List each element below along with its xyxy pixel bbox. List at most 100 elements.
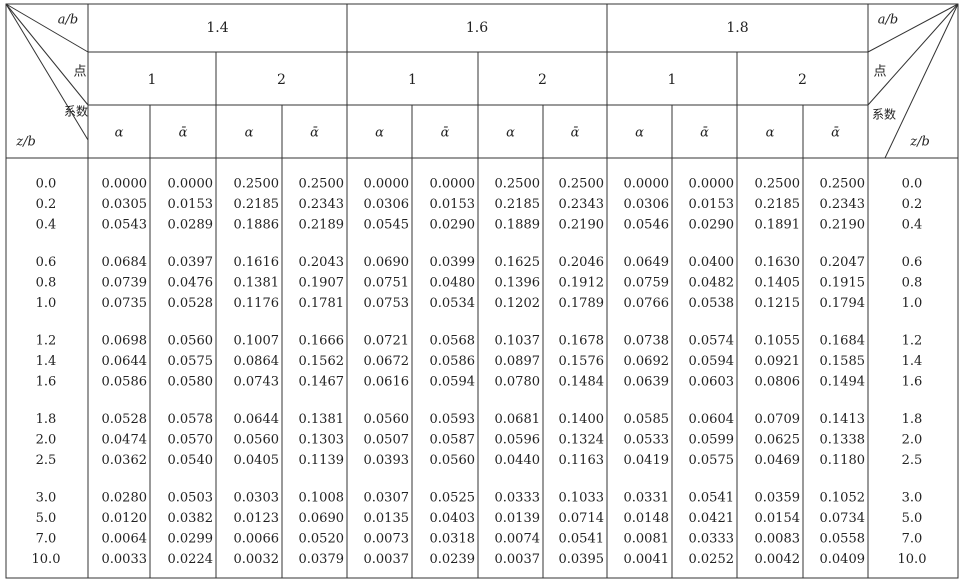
corner-label: 点	[873, 65, 886, 80]
cell-value: 0.0574	[689, 334, 735, 349]
cell-value: 0.1484	[559, 375, 605, 390]
cell-value: 0.1467	[299, 375, 345, 390]
depth-label: 0.4	[36, 218, 57, 233]
depth-label: 1.0	[902, 296, 923, 311]
depth-label: 0.0	[902, 177, 923, 192]
coefficient-label: ᾱ	[831, 126, 840, 141]
coefficient-label: ᾱ	[310, 126, 319, 141]
cell-value: 0.1037	[495, 334, 541, 349]
cell-value: 0.0000	[624, 177, 670, 192]
cell-value: 0.2343	[559, 197, 605, 212]
cell-value: 0.1630	[755, 255, 801, 270]
cell-value: 0.1008	[299, 491, 345, 506]
cell-value: 0.2343	[299, 197, 345, 212]
cell-value: 0.0379	[299, 552, 345, 567]
depth-label: 3.0	[36, 491, 57, 506]
cell-value: 0.0469	[755, 453, 801, 468]
cell-value: 0.0603	[689, 375, 735, 390]
depth-label: 0.2	[902, 197, 923, 212]
depth-label: 3.0	[902, 491, 923, 506]
cell-value: 0.0362	[102, 453, 148, 468]
cell-value: 0.0599	[689, 433, 735, 448]
cell-value: 0.0042	[755, 552, 801, 567]
cell-value: 0.0139	[495, 511, 541, 526]
cell-value: 0.0625	[755, 433, 801, 448]
cell-value: 0.0533	[624, 433, 670, 448]
cell-value: 0.0594	[689, 354, 735, 369]
cell-value: 0.0739	[102, 276, 148, 291]
cell-value: 0.0120	[102, 511, 148, 526]
cell-value: 0.0000	[102, 177, 148, 192]
coefficient-label: ᾱ	[441, 126, 450, 141]
cell-value: 0.0560	[234, 433, 280, 448]
cell-value: 0.0644	[102, 354, 148, 369]
cell-value: 0.0690	[299, 511, 345, 526]
cell-value: 0.2043	[299, 255, 345, 270]
cell-value: 0.0560	[364, 412, 410, 427]
group-label: 1.6	[466, 20, 488, 36]
cell-value: 0.1794	[820, 296, 866, 311]
cell-value: 0.1303	[299, 433, 345, 448]
cell-value: 0.0538	[689, 296, 735, 311]
depth-label: 1.6	[902, 375, 923, 390]
cell-value: 0.0507	[364, 433, 410, 448]
cell-value: 0.0419	[624, 453, 670, 468]
cell-value: 0.0692	[624, 354, 670, 369]
corner-label: 系数	[872, 107, 896, 122]
cell-value: 0.0616	[364, 375, 410, 390]
cell-value: 0.2343	[820, 197, 866, 212]
cell-value: 0.0560	[430, 453, 476, 468]
point-label: 2	[538, 72, 547, 88]
cell-value: 0.0041	[624, 552, 670, 567]
cell-value: 0.0751	[364, 276, 410, 291]
depth-label: 10.0	[898, 552, 927, 567]
depth-label: 1.8	[902, 412, 923, 427]
depth-label: 0.6	[902, 255, 923, 270]
depth-label: 2.5	[36, 453, 57, 468]
cell-value: 0.0307	[364, 491, 410, 506]
cell-value: 0.0743	[234, 375, 280, 390]
cell-value: 0.0331	[624, 491, 670, 506]
cell-value: 0.0568	[430, 334, 476, 349]
corner-label: a/b	[878, 13, 898, 28]
cell-value: 0.0153	[430, 197, 476, 212]
depth-label: 0.0	[36, 177, 57, 192]
cell-value: 0.0000	[430, 177, 476, 192]
cell-value: 0.0289	[168, 218, 214, 233]
cell-value: 0.0474	[102, 433, 148, 448]
cell-value: 0.0897	[495, 354, 541, 369]
cell-value: 0.0585	[624, 412, 670, 427]
cell-value: 0.1324	[559, 433, 605, 448]
cell-value: 0.0593	[430, 412, 476, 427]
coefficient-label: α	[766, 126, 775, 141]
cell-value: 0.0734	[820, 511, 866, 526]
depth-label: 1.0	[36, 296, 57, 311]
cell-value: 0.0560	[168, 334, 214, 349]
cell-value: 0.2047	[820, 255, 866, 270]
cell-value: 0.1176	[234, 296, 280, 311]
cell-value: 0.1912	[559, 276, 605, 291]
cell-value: 0.1405	[755, 276, 801, 291]
cell-value: 0.0395	[559, 552, 605, 567]
coefficient-label: α	[635, 126, 644, 141]
cell-value: 0.0033	[102, 552, 148, 567]
point-label: 1	[408, 72, 417, 88]
cell-value: 0.0594	[430, 375, 476, 390]
cell-value: 0.1180	[820, 453, 866, 468]
cell-value: 0.1381	[234, 276, 280, 291]
cell-value: 0.0578	[168, 412, 214, 427]
cell-value: 0.0359	[755, 491, 801, 506]
corner-label: a/b	[58, 13, 78, 28]
cell-value: 0.0806	[755, 375, 801, 390]
cell-value: 0.1396	[495, 276, 541, 291]
cell-value: 0.0714	[559, 511, 605, 526]
cell-value: 0.1616	[234, 255, 280, 270]
diagonal	[867, 3, 959, 53]
cell-value: 0.0575	[689, 453, 735, 468]
cell-value: 0.0681	[495, 412, 541, 427]
cell-value: 0.0153	[168, 197, 214, 212]
cell-value: 0.0405	[234, 453, 280, 468]
depth-label: 1.4	[902, 354, 923, 369]
depth-label: 7.0	[36, 532, 57, 547]
cell-value: 0.0409	[820, 552, 866, 567]
